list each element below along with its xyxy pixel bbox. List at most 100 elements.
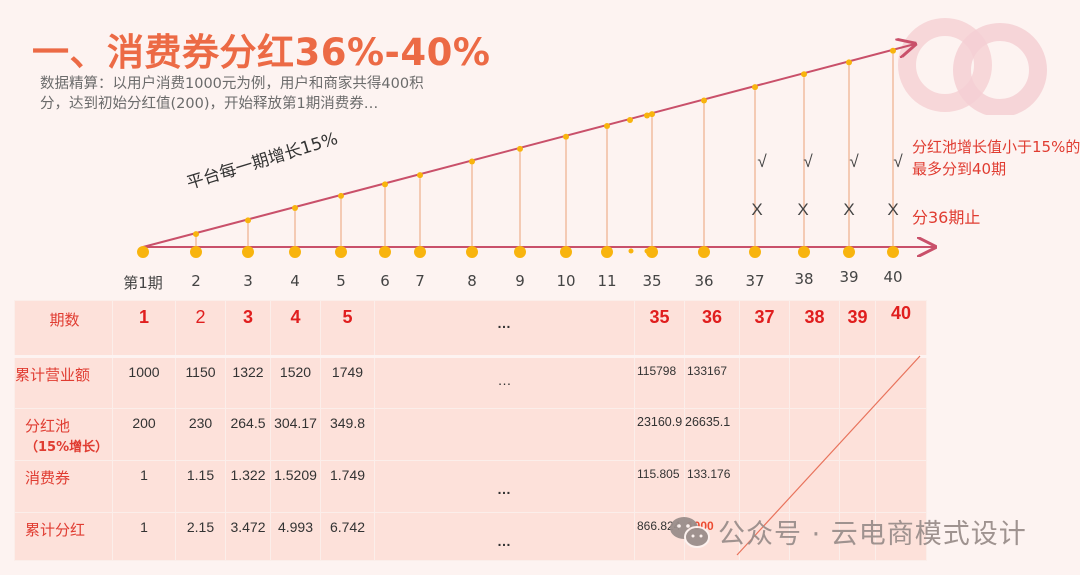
cell: 23160.9 xyxy=(634,408,685,461)
row-label: 分红池 （15%增长） xyxy=(14,408,113,461)
logo-rings-icon xyxy=(898,18,1047,115)
cross-mark-icon: X xyxy=(843,200,855,219)
check-mark-icon: √ xyxy=(757,152,767,171)
growth-dot xyxy=(193,231,199,238)
max-40-periods-note: 分红池增长值小于15%的最多分到40期 xyxy=(912,138,1080,178)
period-tick-label: 11 xyxy=(597,272,617,290)
growth-dot xyxy=(245,217,251,224)
cell: 115.805 xyxy=(634,460,685,513)
growth-dot xyxy=(604,122,610,129)
period-tick-label: 9 xyxy=(515,272,525,290)
cell: 115798 xyxy=(634,356,685,409)
period-cell: 36 xyxy=(684,300,740,358)
period-dot xyxy=(242,246,254,258)
period-dot xyxy=(887,246,899,258)
growth-dot xyxy=(701,97,707,104)
growth-line xyxy=(142,44,915,248)
row-label: 消费券 xyxy=(14,460,113,513)
growth-dot xyxy=(801,71,807,78)
cell: 26635.1 xyxy=(684,408,740,461)
growth-dot xyxy=(846,59,852,66)
period-dot xyxy=(601,246,613,258)
period-cell: 2 xyxy=(175,300,226,358)
gap-dot xyxy=(628,248,634,254)
cross-mark-icon: X xyxy=(797,200,809,219)
period-cell: 39 xyxy=(839,300,876,358)
growth-dot xyxy=(644,112,650,119)
ellipsis-cell: … xyxy=(374,356,635,409)
period-dot xyxy=(798,246,810,258)
period-tick-label: 39 xyxy=(839,268,859,286)
cell: 133167 xyxy=(684,356,740,409)
table-row: 消费券 1 1.15 1.322 1.5209 1.749 … 115.805 … xyxy=(14,460,927,513)
description-text: 数据精算：以用户消费1000元为例，用户和商家共得400积分，达到初始分红值(2… xyxy=(40,76,424,112)
cell: 304.17 xyxy=(270,408,321,461)
check-mark-icon: √ xyxy=(803,152,813,171)
table-row: 分红池 （15%增长） 200 230 264.5 304.17 349.8 2… xyxy=(14,408,927,461)
period-tick-label: 38 xyxy=(794,270,814,288)
period-tick-label: 4 xyxy=(290,272,300,290)
row-label-sub: （15%增长） xyxy=(25,440,109,455)
watermark: 公众号 · 云电商模式设计 xyxy=(668,512,1027,551)
page-title: 一、消费券分红36%-40% xyxy=(32,31,491,74)
period-dot xyxy=(190,246,202,258)
growth-dot xyxy=(417,172,423,179)
period-cell: 1 xyxy=(112,300,176,358)
period-dot xyxy=(514,246,526,258)
growth-dot xyxy=(563,133,569,140)
period-tick-label: 7 xyxy=(415,272,425,290)
cell: 1000 xyxy=(112,356,176,409)
cell: 6.742 xyxy=(320,512,375,561)
cell: 2.15 xyxy=(175,512,226,561)
period-dot xyxy=(749,246,761,258)
period-tick-label: 40 xyxy=(883,268,903,286)
period-cell: 4 xyxy=(270,300,321,358)
cell: 1 xyxy=(112,460,176,513)
cell: 1.5209 xyxy=(270,460,321,513)
period-dot xyxy=(379,246,391,258)
period-cell: 5 xyxy=(320,300,375,358)
table-row: 累计营业额 1000 1150 1322 1520 1749 … 115798 … xyxy=(14,356,927,409)
cell: 1150 xyxy=(175,356,226,409)
cell: 1.15 xyxy=(175,460,226,513)
period-cell: 3 xyxy=(225,300,271,358)
growth-dot xyxy=(649,111,655,118)
cell: 264.5 xyxy=(225,408,271,461)
cell: 200 xyxy=(112,408,176,461)
period-tick-label: 8 xyxy=(467,272,477,290)
period-cell: 35 xyxy=(634,300,685,358)
period-dot xyxy=(646,246,658,258)
cross-mark-icon: X xyxy=(887,200,899,219)
period-header: 期数 xyxy=(14,300,113,358)
period-dot xyxy=(335,246,347,258)
dividend-table: 期数 1 2 3 4 5 … 35 36 37 38 39 40 累计营业额 1… xyxy=(14,300,927,561)
wechat-icon xyxy=(670,516,710,548)
period-dot xyxy=(137,246,149,258)
period-tick-label: 3 xyxy=(243,272,253,290)
cross-mark-icon: X xyxy=(751,200,763,219)
period-tick-label: 36 xyxy=(694,272,714,290)
ellipsis-cell: … xyxy=(374,512,635,561)
row-label: 累计营业额 xyxy=(14,356,113,409)
stop-at-36-note: 分36期止 xyxy=(912,208,981,227)
cell: 1.749 xyxy=(320,460,375,513)
period-dot xyxy=(698,246,710,258)
gap-dot xyxy=(644,248,650,254)
ellipsis-cell: … xyxy=(374,300,635,358)
ellipsis-cell xyxy=(374,408,635,461)
growth-dot xyxy=(469,158,475,165)
check-mark-icon: √ xyxy=(849,152,859,171)
period-cell: 37 xyxy=(739,300,790,358)
period-cell: 38 xyxy=(789,300,840,358)
row-label: 累计分红 xyxy=(14,512,113,561)
cell: 3.472 xyxy=(225,512,271,561)
growth-dot xyxy=(890,47,896,54)
cell: 1322 xyxy=(225,356,271,409)
period-tick-label: 37 xyxy=(745,272,765,290)
ellipsis-cell: … xyxy=(374,460,635,513)
growth-dot xyxy=(338,192,344,199)
cell: 1 xyxy=(112,512,176,561)
growth-dot xyxy=(292,205,298,212)
period-tick-label: 第1期 xyxy=(123,274,163,292)
growth-dot xyxy=(517,145,523,152)
